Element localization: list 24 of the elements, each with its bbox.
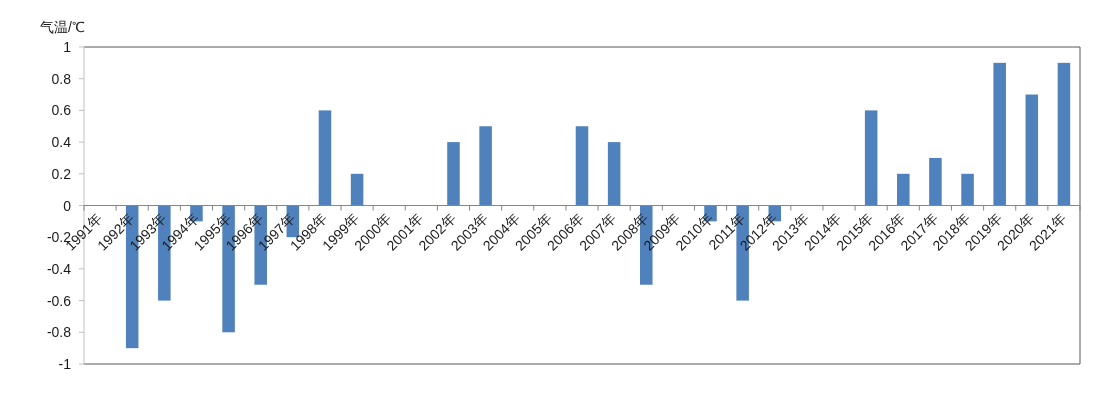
bar	[961, 173, 974, 206]
y-tick-label: -0.8	[46, 324, 72, 341]
bar	[318, 110, 332, 206]
y-tick-label: -0.4	[46, 260, 72, 277]
bar	[864, 110, 878, 206]
bar	[1025, 94, 1039, 206]
y-tick-label: 1	[63, 39, 72, 55]
y-tick-label: 0.4	[51, 134, 72, 151]
bar	[993, 62, 1006, 206]
bar	[575, 126, 589, 206]
y-tick-label: 0.8	[51, 70, 72, 87]
bar	[447, 142, 460, 206]
bar	[607, 142, 621, 206]
y-tick-label: -1	[58, 356, 72, 372]
bar	[350, 173, 364, 206]
y-tick-label: -0.6	[46, 292, 72, 309]
bar	[1057, 62, 1071, 206]
y-tick-label: 0	[63, 197, 72, 214]
y-tick-label: 0.2	[51, 165, 72, 182]
bar	[929, 157, 942, 206]
bar	[897, 173, 910, 206]
bar	[479, 126, 492, 206]
y-axis-title: 气温/℃	[40, 19, 85, 35]
y-tick-label: 0.6	[51, 102, 72, 119]
